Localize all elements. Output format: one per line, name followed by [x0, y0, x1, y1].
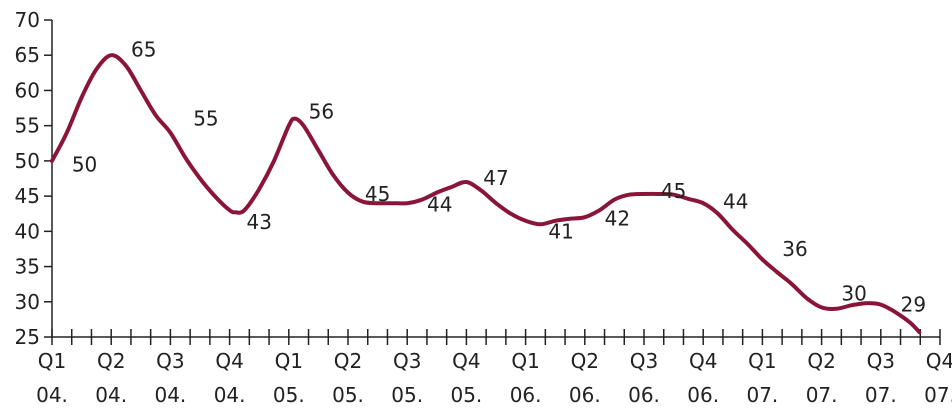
data-label: 45	[365, 182, 390, 206]
x-tick-label-year: 06.	[569, 383, 601, 407]
x-tick-label-quarter: Q3	[393, 349, 421, 373]
x-tick-label-year: 05.	[450, 383, 482, 407]
y-tick-label: 50	[15, 149, 40, 173]
data-label: 56	[309, 100, 334, 124]
series-layer	[50, 53, 922, 335]
y-axis: 25 30 35 40 45 50 55 60 65 70	[15, 8, 53, 349]
x-tick-label-year: 06.	[687, 383, 719, 407]
x-tick-label-quarter: Q2	[571, 349, 599, 373]
x-tick-label-quarter: Q3	[156, 349, 184, 373]
x-tick-label-quarter: Q4	[926, 349, 952, 373]
x-tick-label-year: 07.	[746, 383, 778, 407]
y-tick-label: 60	[15, 78, 40, 102]
data-label: 55	[193, 107, 218, 131]
x-tick-label-year: 07.	[924, 383, 952, 407]
y-tick-label: 40	[15, 219, 40, 243]
x-tick-label-quarter: Q4	[215, 349, 243, 373]
x-tick-label-quarter: Q2	[97, 349, 125, 373]
series-line	[50, 53, 922, 335]
x-tick-label-quarter: Q1	[38, 349, 66, 373]
y-tick-label: 55	[15, 114, 40, 138]
x-tick-label-quarter: Q3	[630, 349, 658, 373]
x-tick-label-quarter: Q4	[452, 349, 480, 373]
data-label: 36	[782, 237, 807, 261]
data-label: 44	[723, 190, 748, 214]
data-label: 43	[246, 210, 271, 234]
data-labels: 50 65 55 43 56 45 44 47 41 42 45 44 36 30 29	[72, 38, 926, 317]
data-label: 41	[548, 219, 573, 243]
x-tick-label-quarter: Q2	[334, 349, 362, 373]
x-tick-label-quarter: Q1	[748, 349, 776, 373]
x-tick-label-year: 04.	[214, 383, 246, 407]
y-tick-label: 30	[15, 290, 40, 314]
x-tick-label-year: 07.	[865, 383, 897, 407]
y-tick-label: 25	[15, 325, 40, 349]
x-axis: Q1 04. Q2 04. Q3 04. Q4 04. Q1 05. Q2 05. Q3 05. Q4 05.…	[36, 329, 952, 407]
x-tick-label-year: 05.	[332, 383, 364, 407]
y-tick-label: 35	[15, 255, 40, 279]
x-tick-label-quarter: Q1	[275, 349, 303, 373]
x-tick-label-quarter: Q4	[689, 349, 717, 373]
x-tick-label-year: 07.	[806, 383, 838, 407]
y-tick-label: 65	[15, 43, 40, 67]
x-tick-label-year: 05.	[273, 383, 305, 407]
y-tick-label: 70	[15, 8, 40, 32]
x-tick-label-year: 05.	[391, 383, 423, 407]
data-label: 50	[72, 152, 97, 176]
x-tick-label-year: 04.	[154, 383, 186, 407]
y-tick-label: 45	[15, 184, 40, 208]
data-label: 29	[901, 293, 926, 317]
x-tick-label-quarter: Q1	[511, 349, 539, 373]
data-label: 30	[841, 281, 866, 305]
x-tick-label-quarter: Q3	[867, 349, 895, 373]
x-tick-label-year: 06.	[510, 383, 542, 407]
x-tick-label-quarter: Q2	[807, 349, 835, 373]
data-label: 47	[483, 166, 508, 190]
data-label: 65	[131, 38, 156, 62]
x-tick-label-year: 04.	[95, 383, 127, 407]
data-label: 44	[427, 193, 452, 217]
x-tick-label-year: 04.	[36, 383, 68, 407]
data-label: 45	[661, 179, 686, 203]
x-tick-label-year: 06.	[628, 383, 660, 407]
data-label: 42	[605, 207, 630, 231]
